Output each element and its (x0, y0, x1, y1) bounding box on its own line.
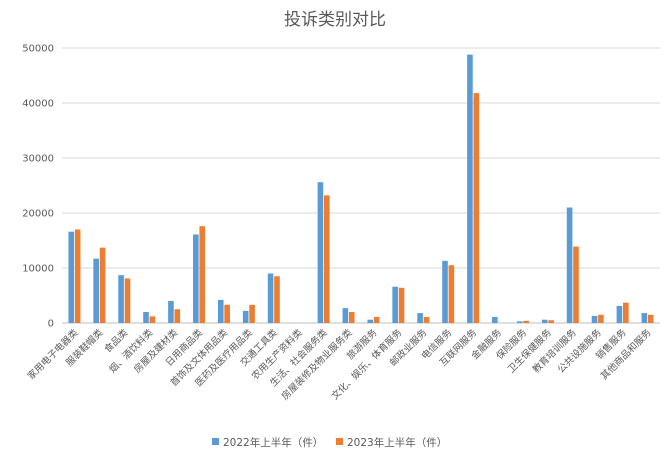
legend-label-1: 2022年上半年（件） (223, 436, 323, 449)
bar-series-1 (342, 308, 349, 323)
bar-series-2 (124, 278, 131, 323)
bar-series-1 (541, 319, 548, 323)
bar-series-1 (143, 312, 149, 323)
legend-swatch-2 (336, 438, 343, 445)
bar-series-2 (448, 265, 455, 323)
bar-series-1 (392, 286, 398, 323)
bar-series-2 (647, 314, 654, 323)
bar-series-2 (548, 320, 554, 323)
bar-series-2 (149, 316, 156, 323)
bar-series-2 (423, 316, 430, 323)
y-tick-label: 0 (48, 319, 54, 330)
bar-series-1 (93, 258, 99, 323)
bar-series-1 (492, 316, 498, 323)
y-tick-label: 50000 (22, 44, 54, 55)
bar-series-2 (199, 226, 206, 323)
bar-series-1 (442, 260, 448, 323)
bar-series-2 (348, 312, 355, 323)
bar-series-2 (598, 314, 604, 323)
y-tick-label: 20000 (22, 209, 54, 220)
y-tick-label: 30000 (22, 154, 54, 165)
bar-series-2 (324, 195, 330, 323)
bar-series-1 (641, 313, 648, 323)
bar-series-1 (566, 207, 573, 323)
bar-series-2 (523, 320, 529, 323)
bar-series-2 (99, 247, 106, 323)
bar-series-2 (249, 304, 255, 323)
chart-title: 投诉类别对比 (284, 10, 386, 30)
bar-series-1 (616, 305, 623, 323)
y-axis: 0 10000 20000 30000 40000 50000 (22, 44, 54, 330)
bar-series-2 (274, 276, 280, 323)
bar-series-1 (118, 275, 124, 323)
bar-series-2 (473, 93, 480, 323)
bar-series-1 (168, 301, 174, 323)
bar-series-1 (217, 299, 224, 323)
gridlines (62, 47, 660, 324)
legend: 2022年上半年（件） 2023年上半年（件） (212, 436, 447, 449)
bar-series-2 (224, 304, 230, 323)
bar-series-2 (398, 287, 405, 323)
bar-series-2 (174, 309, 181, 323)
legend-label-2: 2023年上半年（件） (347, 436, 447, 449)
bar-series-1 (417, 313, 423, 323)
legend-swatch-1 (212, 438, 219, 445)
bar-series-1 (267, 273, 274, 323)
bar-series-1 (467, 54, 473, 323)
bar-series-1 (367, 319, 374, 323)
bar-series-1 (193, 234, 199, 323)
bar-series-1 (68, 231, 75, 323)
bar-series-2 (573, 246, 579, 323)
x-axis: 家用电子电器类服装鞋帽类食品类烟、酒饮料类房屋及建材类日用商品类首饰及文体用品类… (25, 326, 654, 402)
y-tick-label: 10000 (22, 264, 54, 275)
bars (68, 54, 654, 323)
bar-series-2 (373, 316, 380, 323)
bar-series-1 (591, 315, 598, 323)
bar-series-2 (623, 302, 629, 323)
bar-series-1 (317, 182, 324, 323)
bar-series-1 (516, 321, 523, 323)
y-tick-label: 40000 (22, 99, 54, 110)
bar-series-1 (242, 310, 249, 323)
bar-series-2 (74, 229, 81, 323)
